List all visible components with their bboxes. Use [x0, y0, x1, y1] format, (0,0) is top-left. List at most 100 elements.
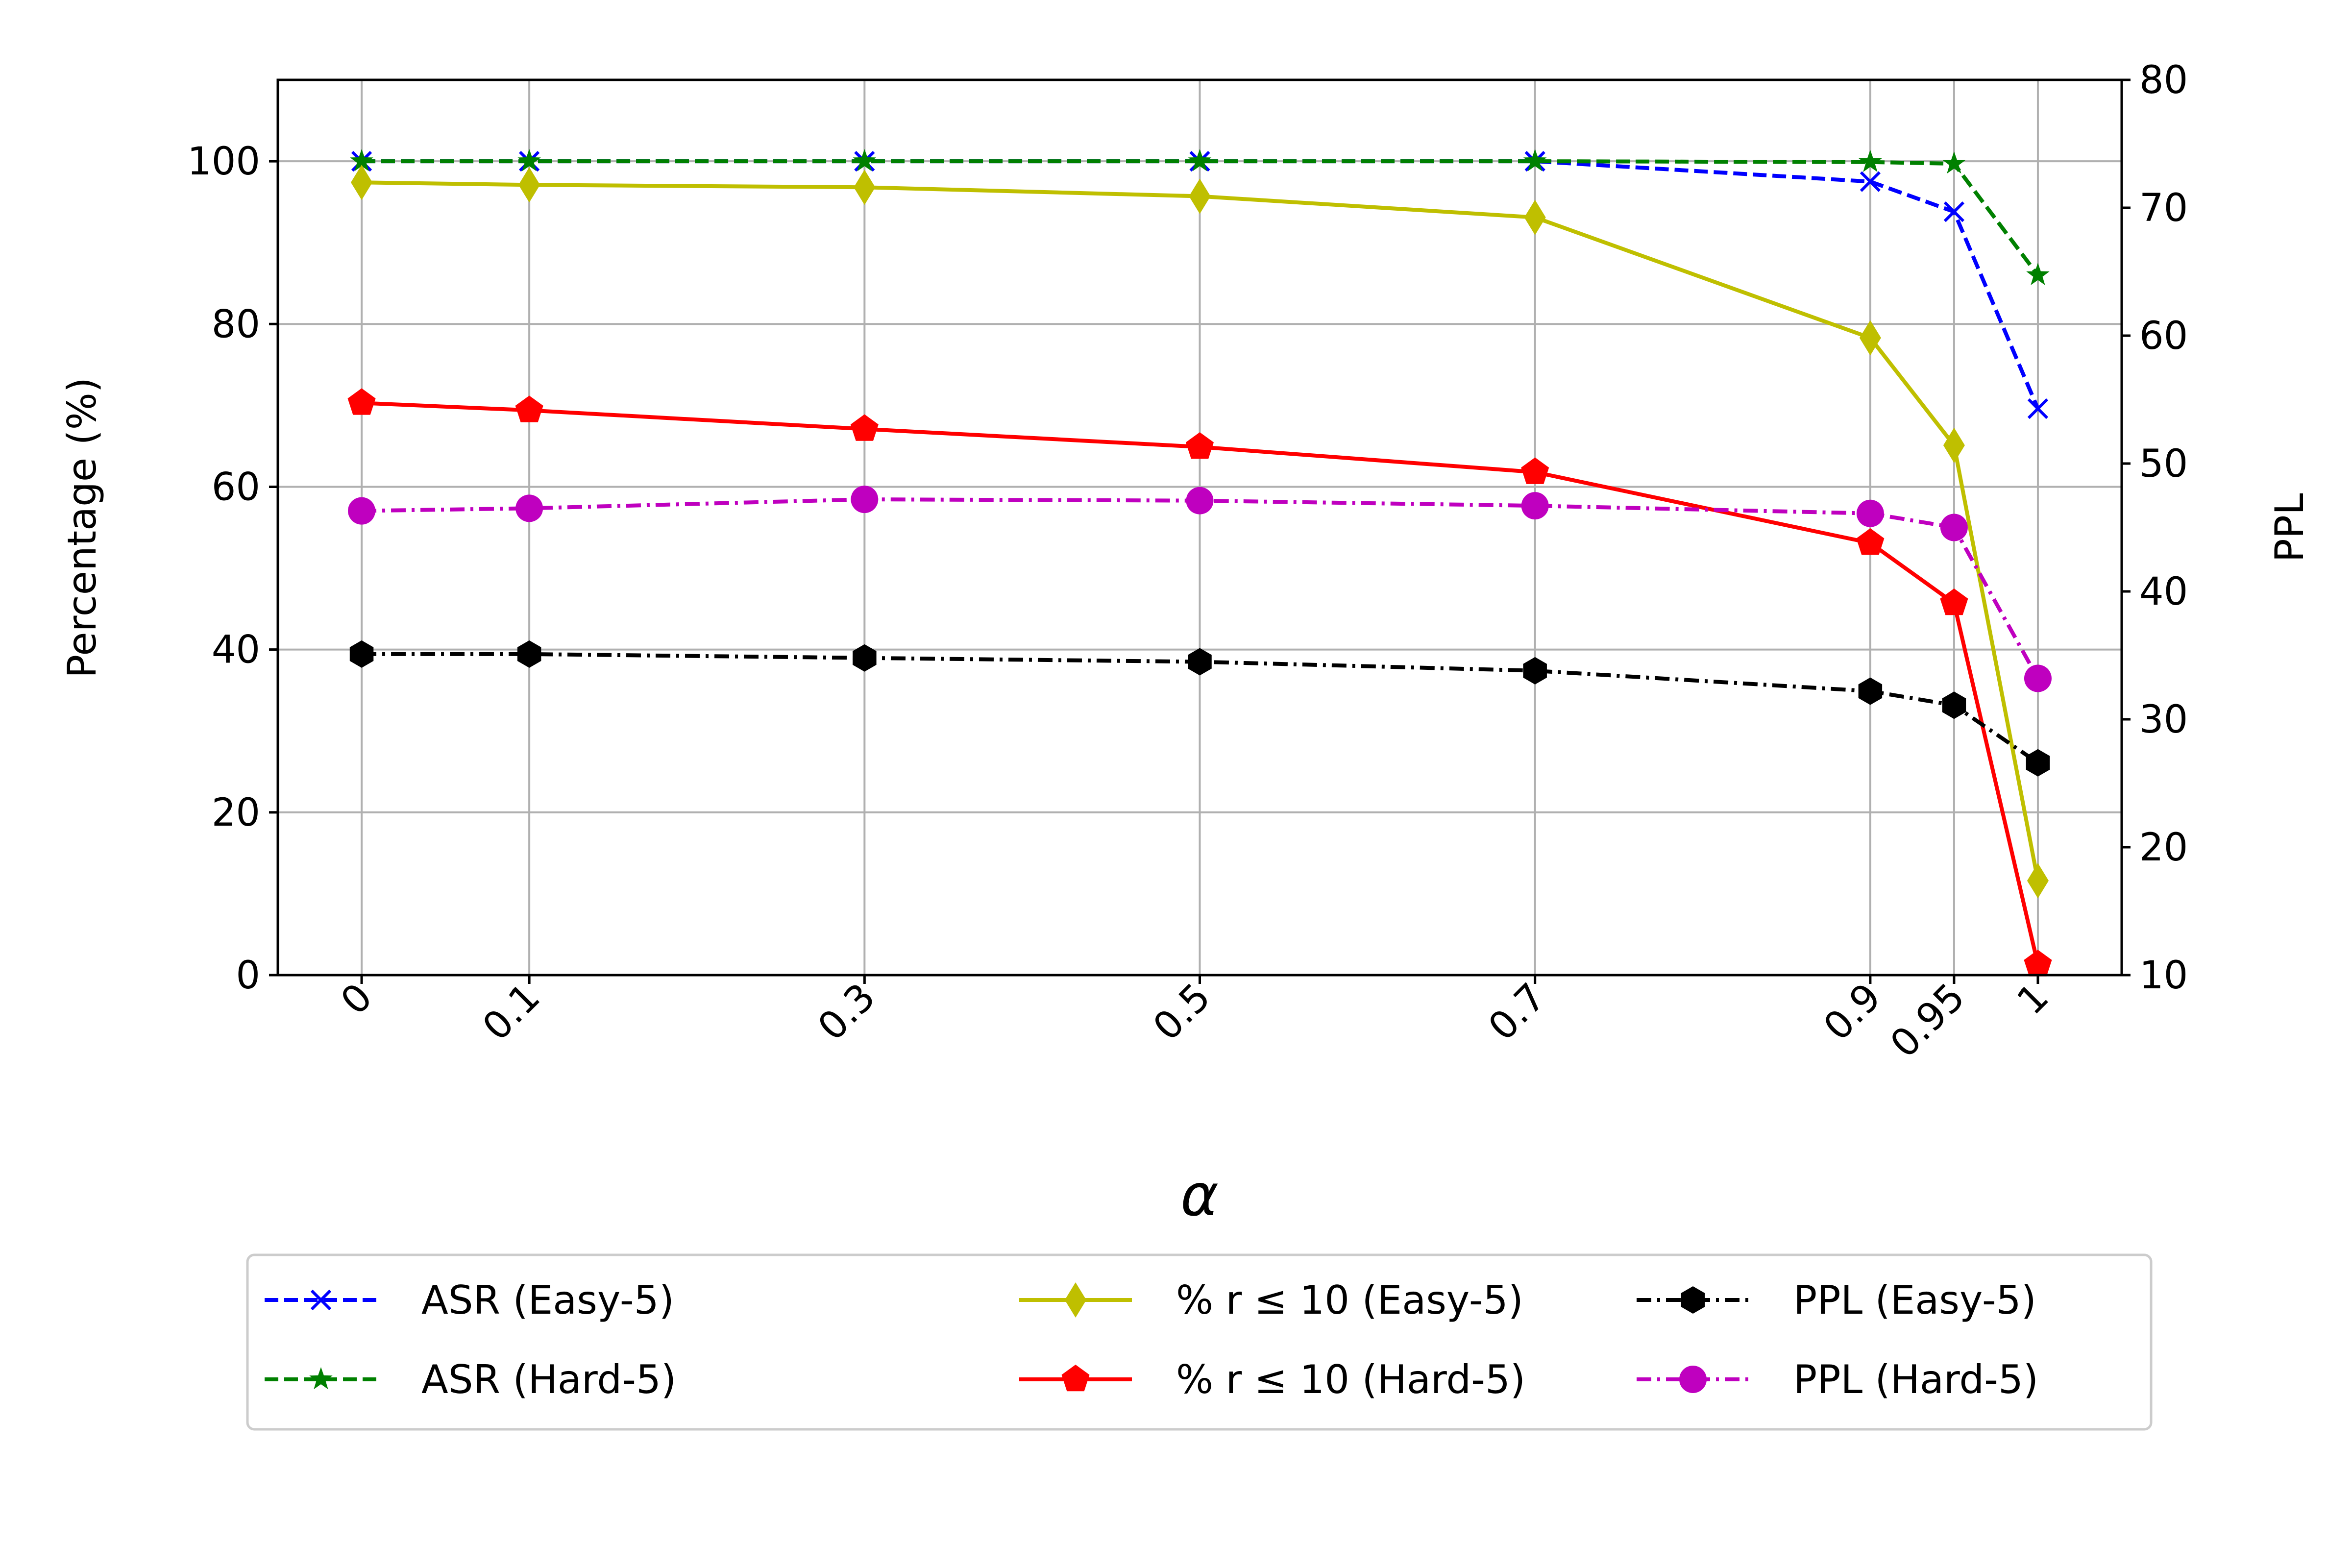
data-point: [1943, 427, 1965, 463]
legend-marker: [1679, 1366, 1707, 1393]
data-point: [2024, 950, 2052, 977]
data-point: [1942, 151, 1966, 174]
legend-marker: [309, 1367, 333, 1390]
data-point: [853, 644, 877, 672]
data-point: [351, 165, 373, 200]
data-point: [1185, 432, 1214, 459]
x-tick-label: 0.1: [474, 975, 548, 1049]
data-point: [518, 167, 540, 203]
legend-label: ASR (Hard-5): [421, 1357, 676, 1402]
series-4: [349, 640, 2050, 777]
series-line: [361, 180, 2040, 882]
series-5: [348, 486, 2052, 692]
y2-tick-label: 60: [2139, 314, 2188, 358]
y2-axis-label: PPL: [2267, 493, 2312, 562]
data-point: [515, 494, 543, 522]
y-tick-label: 80: [212, 302, 260, 346]
x-tick-label: 0.3: [809, 975, 883, 1049]
series-line: [361, 497, 2040, 680]
y-tick-label: 20: [212, 791, 260, 835]
y2-tick-label: 50: [2139, 442, 2188, 486]
data-point: [517, 149, 541, 172]
data-point: [853, 149, 877, 172]
y2-tick-label: 30: [2139, 698, 2188, 742]
legend-item: % r ≤ 10 (Easy-5): [1019, 1277, 1523, 1323]
y2-tick-label: 20: [2139, 826, 2188, 870]
data-point: [1521, 492, 1549, 520]
legend-label: % r ≤ 10 (Easy-5): [1176, 1277, 1523, 1323]
legend-label: ASR (Easy-5): [421, 1277, 674, 1323]
y2-tick-label: 70: [2139, 186, 2188, 230]
legend-label: PPL (Hard-5): [1793, 1357, 2038, 1402]
data-point: [350, 149, 373, 172]
data-point: [1523, 149, 1547, 172]
series-3: [347, 388, 2052, 977]
legend-marker: [310, 1289, 332, 1311]
data-point: [2024, 664, 2052, 692]
data-point: [1189, 178, 1211, 214]
data-point: [1186, 487, 1214, 514]
legend-marker: [1681, 1286, 1705, 1314]
legend-item: PPL (Easy-5): [1637, 1277, 2036, 1323]
data-point: [349, 640, 374, 668]
data-point: [1523, 657, 1547, 685]
data-point: [1940, 588, 1968, 615]
x-tick-label: 0: [333, 975, 381, 1024]
data-point: [517, 640, 541, 668]
series-line: [362, 159, 2040, 277]
series-1: [350, 149, 2050, 285]
x-axis-label: α: [1180, 1161, 1219, 1229]
data-point: [1856, 528, 1885, 555]
plot-series: [347, 149, 2052, 977]
data-point: [515, 395, 543, 422]
x-tick-label: 0.95: [1882, 975, 1973, 1066]
data-point: [1859, 320, 1881, 356]
x-tick-label: 1: [2009, 975, 2058, 1024]
legend-marker: [1061, 1365, 1090, 1392]
data-point: [1942, 691, 1966, 719]
legend: ASR (Easy-5) ASR (Hard-5) % r ≤ 10 (Easy-5…: [246, 1253, 2153, 1431]
legend-label: % r ≤ 10 (Hard-5): [1176, 1357, 1525, 1402]
y-tick-label: 100: [187, 140, 260, 184]
y-tick-label: 60: [212, 465, 260, 509]
grid-lines: [278, 80, 2122, 976]
data-point: [1943, 201, 1965, 222]
data-point: [1940, 514, 1968, 541]
data-point: [1856, 499, 1884, 527]
data-point: [2027, 398, 2049, 419]
x-tick-label: 0.9: [1815, 975, 1889, 1049]
data-point: [1859, 149, 1882, 172]
legend-label: PPL (Easy-5): [1793, 1277, 2036, 1323]
data-point: [1860, 171, 1881, 192]
y-tick-label: 40: [212, 628, 260, 672]
data-point: [850, 414, 879, 441]
series-line: [361, 401, 2040, 965]
legend-item: ASR (Hard-5): [265, 1357, 676, 1402]
axes: 0 20 40 60 80 100 10 20 30 40 50 60 70 80 0 0.1 0.3 0.5 0.…: [59, 58, 2312, 1229]
y2-tick-label: 10: [2139, 954, 2188, 998]
data-point: [2026, 263, 2050, 285]
y2-tick-label: 40: [2139, 570, 2188, 614]
data-point: [854, 170, 876, 205]
data-point: [1858, 677, 1883, 705]
series-line: [362, 652, 2039, 765]
data-point: [348, 497, 376, 525]
x-tick-label: 0.5: [1145, 975, 1219, 1049]
data-point: [1521, 457, 1549, 484]
series-2: [351, 165, 2049, 899]
y2-tick-label: 80: [2139, 58, 2188, 102]
data-point: [2026, 749, 2050, 777]
data-point: [347, 388, 376, 415]
y-axis-label: Percentage (%): [59, 377, 105, 678]
data-point: [2027, 863, 2049, 899]
data-point: [851, 486, 879, 514]
legend-item: PPL (Hard-5): [1637, 1357, 2038, 1402]
data-point: [1524, 199, 1546, 235]
legend-marker: [1065, 1282, 1086, 1318]
data-point: [1188, 149, 1212, 172]
legend-item: % r ≤ 10 (Hard-5): [1019, 1357, 1525, 1402]
y-tick-label: 0: [236, 954, 260, 998]
legend-item: ASR (Easy-5): [265, 1277, 674, 1323]
data-point: [1188, 648, 1212, 676]
